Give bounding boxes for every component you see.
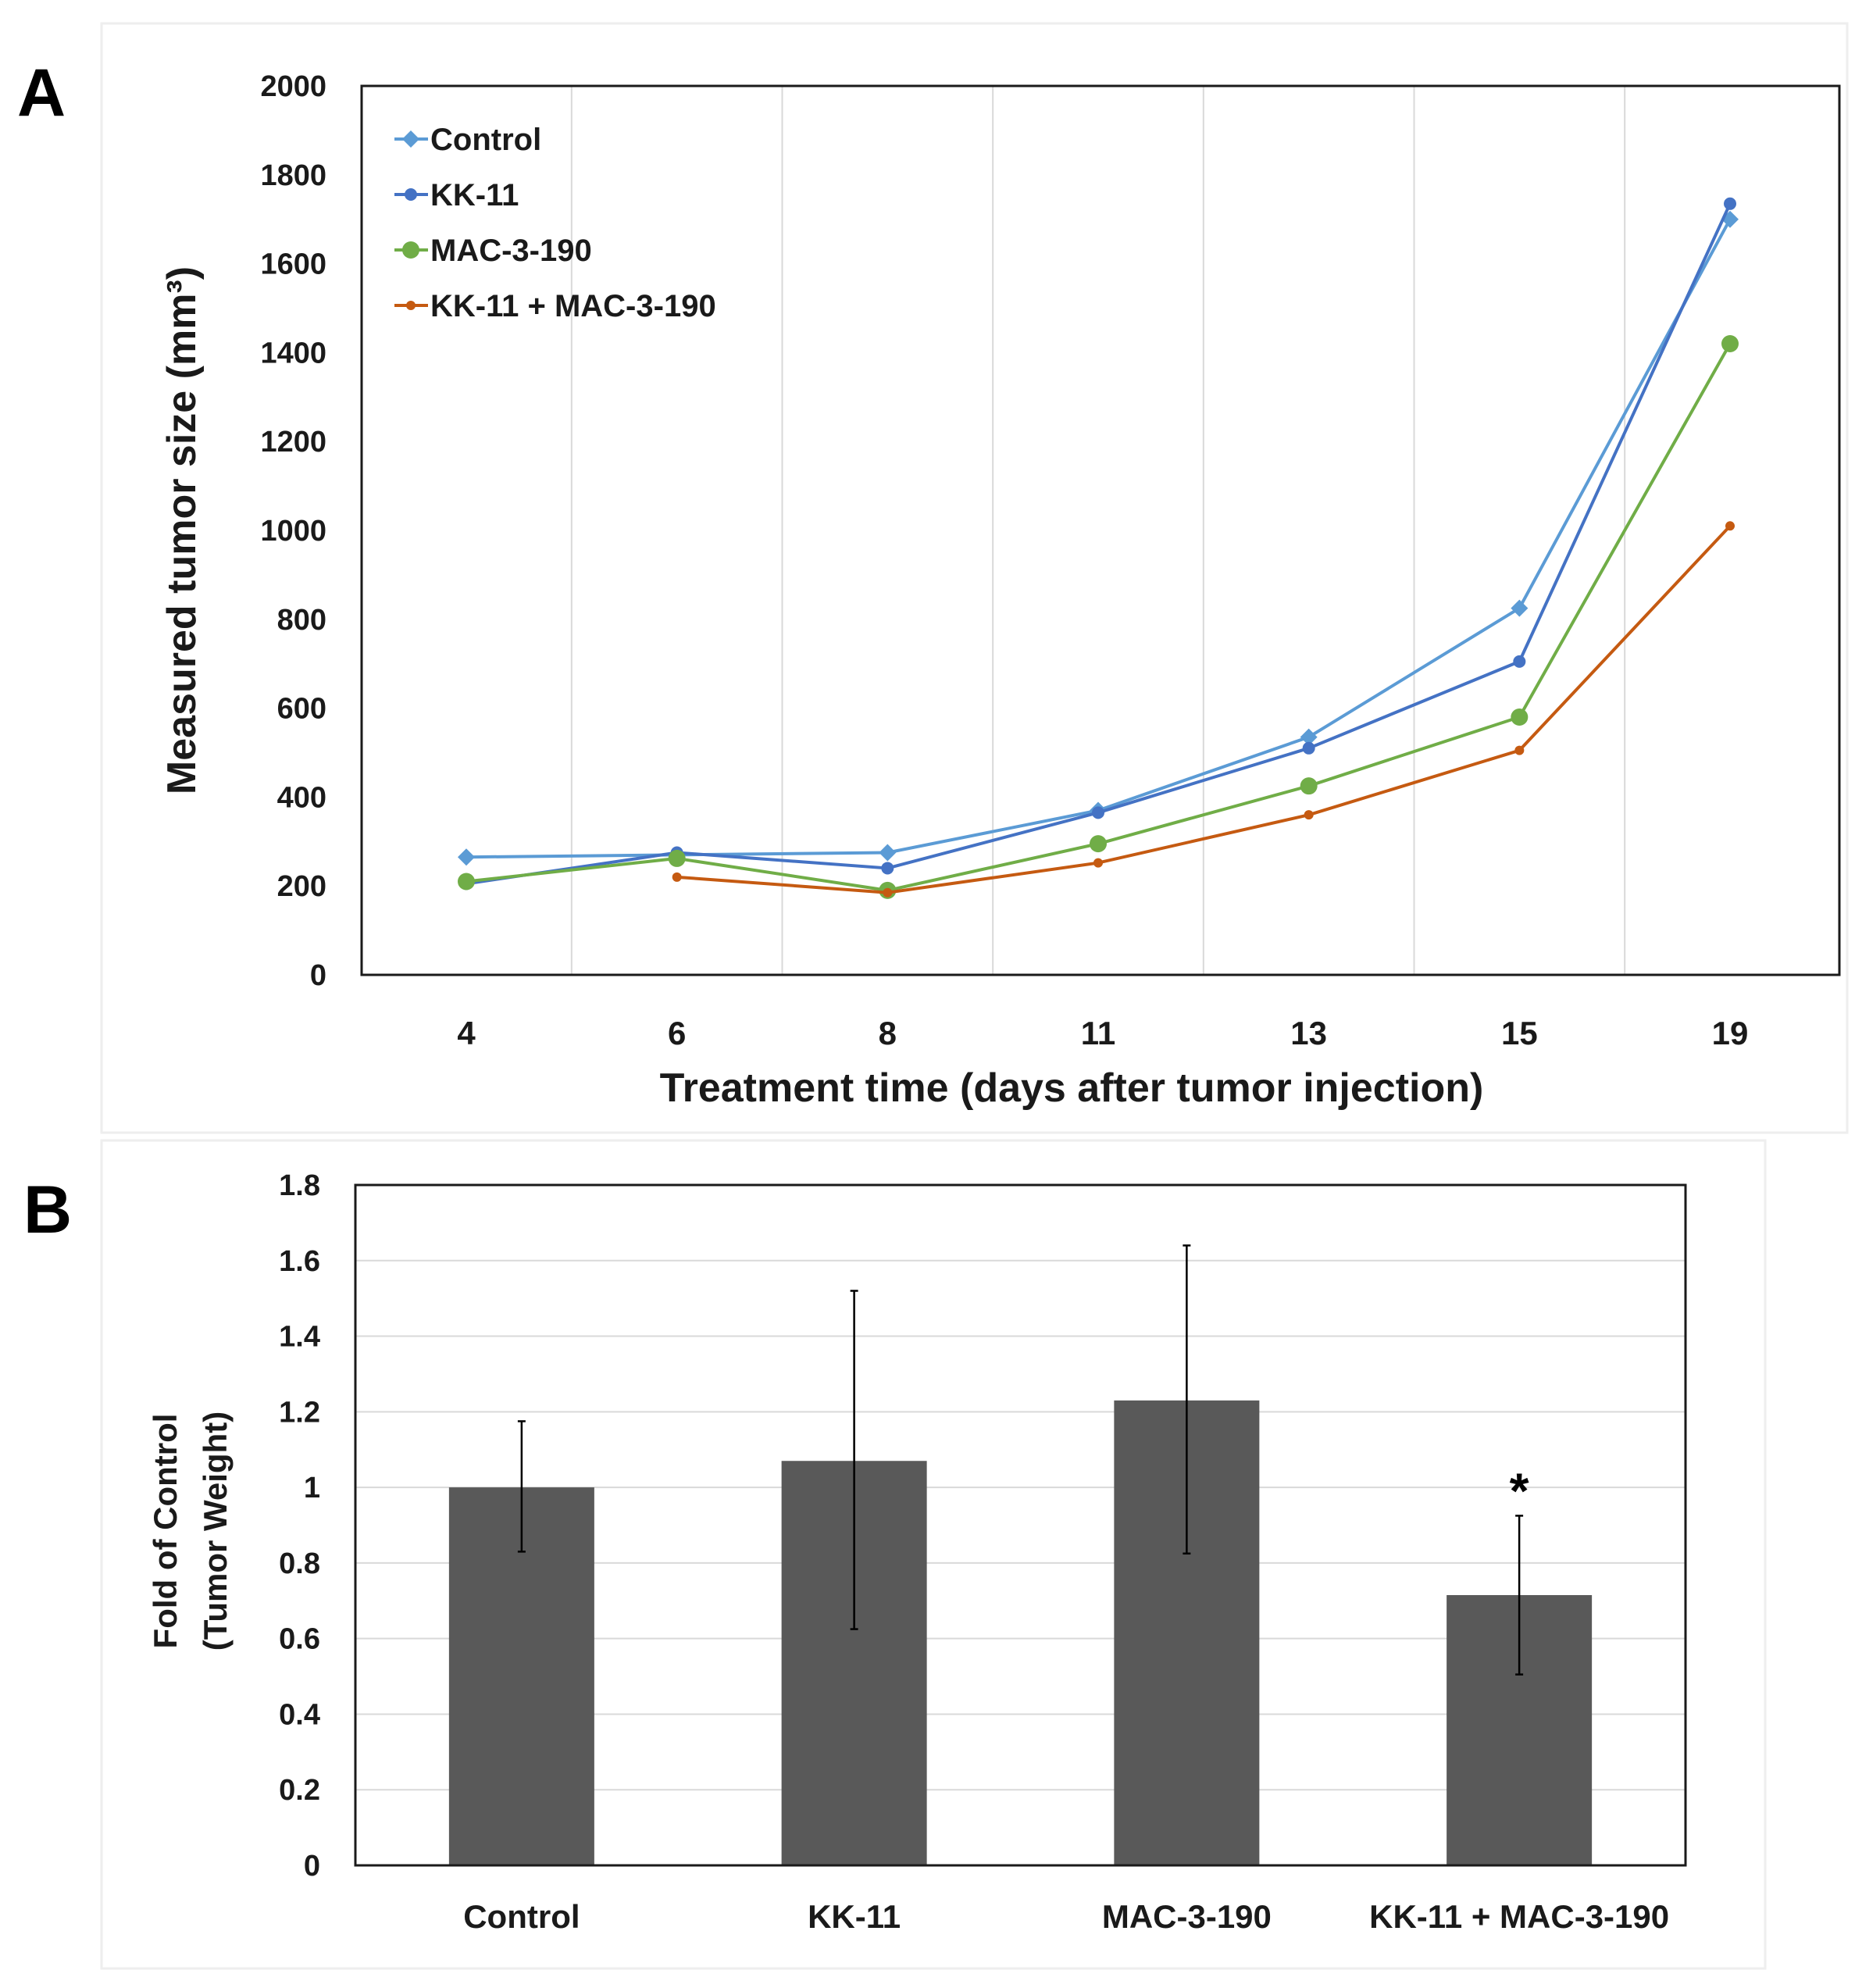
x-tick-labels-b: Control KK-11 MAC-3-190 KK-11 + MAC-3-190 (463, 1898, 1669, 1935)
y-tick-label: 1 (304, 1472, 320, 1504)
panel-a-frame (100, 22, 1849, 1134)
y-tick-label: 1400 (260, 337, 326, 369)
error-bars-b (517, 1244, 1524, 1676)
y-tick-label: 1.4 (279, 1321, 320, 1354)
data-point (402, 130, 419, 148)
x-tick-label: 4 (457, 1015, 476, 1051)
legend-label: MAC-3-190 (430, 234, 592, 268)
data-point (1511, 599, 1529, 617)
y-tick-label: 200 (277, 870, 326, 903)
data-point (1724, 197, 1736, 210)
data-point (402, 241, 419, 259)
data-point (1300, 777, 1318, 795)
plot-area-a (360, 84, 1841, 976)
series-group-a (458, 197, 1739, 899)
y-tick-label: 400 (277, 781, 326, 814)
data-point (883, 887, 893, 898)
panel-a-letter: A (17, 55, 66, 130)
data-point (1725, 521, 1735, 531)
y-tick-label: 1000 (260, 515, 326, 548)
significance-asterisk: * (1510, 1462, 1529, 1519)
error-bar (850, 1290, 858, 1630)
data-point (1511, 708, 1529, 726)
bar-chart: 0 0.2 0.4 0.6 0.8 1 1.2 1.4 1.6 1.8 Control KK-11 M… (147, 1169, 1687, 1935)
line-chart: 0 200 400 600 800 1000 1200 1400 1600 1800 2000 4 6… (159, 70, 1841, 1111)
error-bar (1183, 1244, 1191, 1555)
annotations-b: * (1510, 1462, 1529, 1519)
data-point (1090, 835, 1107, 853)
data-point (672, 872, 682, 882)
data-point (405, 188, 417, 201)
y-tick-label: 0.8 (279, 1547, 320, 1580)
x-tick-label: MAC-3-190 (1102, 1898, 1272, 1935)
y-axis-title-b-line2: (Tumor Weight) (197, 1412, 234, 1651)
y-tick-label: 1600 (260, 248, 326, 281)
y-tick-label: 0 (304, 1850, 320, 1883)
y-tick-label: 1.6 (279, 1245, 320, 1278)
data-point (1300, 728, 1318, 746)
x-tick-label: 13 (1290, 1015, 1327, 1051)
data-point (1093, 858, 1103, 868)
y-tick-label: 0.4 (279, 1698, 320, 1731)
data-point (1302, 741, 1315, 755)
data-point (406, 301, 416, 310)
y-tick-label: 800 (277, 604, 326, 637)
data-point (668, 849, 686, 867)
x-axis-title-a: Treatment time (days after tumor injecti… (660, 1065, 1484, 1111)
legend-label: KK-11 (430, 178, 519, 212)
x-tick-label: 19 (1712, 1015, 1749, 1051)
x-tick-label: KK-11 + MAC-3-190 (1369, 1898, 1669, 1935)
y-tick-label: 1.8 (279, 1169, 320, 1202)
y-tick-label: 1200 (260, 426, 326, 459)
data-point (458, 848, 475, 866)
y-tick-label: 2000 (260, 70, 326, 103)
data-point (1304, 810, 1314, 820)
series-kk-11-mac-3-190 (672, 521, 1735, 898)
y-tick-label: 1.2 (279, 1396, 320, 1429)
x-tick-label: KK-11 (808, 1898, 901, 1935)
legend: Control KK-11 MAC-3-190 KK-11 + MAC-3-190 (394, 123, 716, 323)
x-tick-label: 8 (879, 1015, 897, 1051)
x-tick-label: 15 (1501, 1015, 1538, 1051)
x-tick-label: 6 (668, 1015, 686, 1051)
legend-item: KK-11 (394, 178, 519, 212)
data-point (879, 844, 897, 862)
series-mac-3-190 (458, 335, 1739, 899)
data-point (1514, 745, 1525, 755)
legend-item: MAC-3-190 (394, 234, 592, 268)
y-tick-label: 0 (310, 959, 326, 992)
plot-area-b (354, 1183, 1687, 1867)
error-bar (517, 1420, 526, 1553)
data-point (1721, 335, 1739, 353)
data-point (881, 862, 894, 875)
data-point (1092, 806, 1104, 819)
x-tick-labels-a: 4 6 8 11 13 15 19 (457, 1015, 1748, 1051)
y-tick-label: 0.2 (279, 1774, 320, 1807)
legend-item: Control (394, 123, 541, 157)
series-line (676, 524, 1732, 894)
error-bar (1515, 1515, 1524, 1676)
data-point (1513, 655, 1526, 668)
panel-b-letter: B (23, 1172, 72, 1247)
y-axis-title-b-line1: Fold of Control (147, 1414, 184, 1649)
legend-label: KK-11 + MAC-3-190 (430, 289, 716, 323)
y-axis-title-a: Measured tumor size (mm³) (159, 266, 205, 794)
y-tick-label: 0.6 (279, 1623, 320, 1656)
data-point (458, 873, 475, 890)
y-tick-label: 600 (277, 693, 326, 726)
x-tick-label: 11 (1081, 1015, 1115, 1051)
y-tick-labels-a: 0 200 400 600 800 1000 1200 1400 1600 1800 2000 (260, 70, 326, 992)
y-tick-labels-b: 0 0.2 0.4 0.6 0.8 1 1.2 1.4 1.6 1.8 (279, 1169, 320, 1883)
y-tick-label: 1800 (260, 159, 326, 192)
legend-label: Control (430, 123, 541, 157)
legend-item: KK-11 + MAC-3-190 (394, 289, 716, 323)
x-tick-label: Control (463, 1898, 580, 1935)
